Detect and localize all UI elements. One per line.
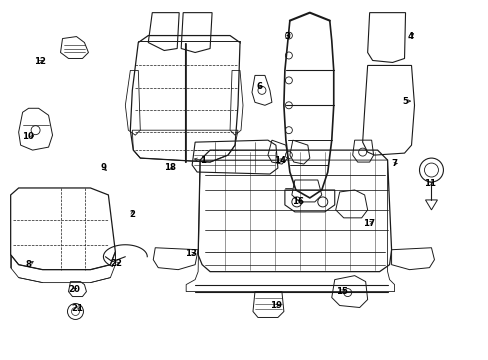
Text: 7: 7 bbox=[391, 159, 397, 168]
Text: 4: 4 bbox=[407, 32, 412, 41]
Text: 12: 12 bbox=[34, 57, 45, 66]
Text: 13: 13 bbox=[184, 249, 197, 258]
Text: 10: 10 bbox=[21, 132, 33, 141]
Text: 11: 11 bbox=[423, 179, 435, 188]
Text: 17: 17 bbox=[362, 219, 374, 228]
Text: 6: 6 bbox=[256, 82, 262, 91]
Text: 20: 20 bbox=[68, 285, 80, 294]
Text: 2: 2 bbox=[129, 210, 135, 219]
Text: 8: 8 bbox=[26, 260, 32, 269]
Text: 3: 3 bbox=[284, 32, 290, 41]
Text: 18: 18 bbox=[164, 163, 176, 172]
Text: 21: 21 bbox=[72, 303, 83, 312]
Text: 19: 19 bbox=[270, 301, 282, 310]
Text: 14: 14 bbox=[273, 156, 285, 165]
Text: 1: 1 bbox=[200, 156, 205, 165]
Text: 5: 5 bbox=[402, 96, 407, 105]
Text: 15: 15 bbox=[335, 287, 347, 296]
Text: 22: 22 bbox=[110, 259, 122, 268]
Text: 16: 16 bbox=[291, 197, 304, 206]
Text: 9: 9 bbox=[100, 163, 106, 172]
